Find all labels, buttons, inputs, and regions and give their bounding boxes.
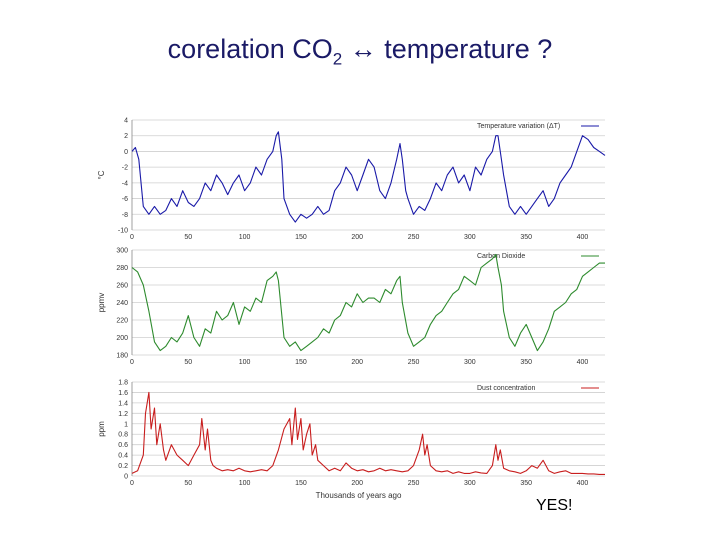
x-tick-label: 400 — [577, 359, 589, 366]
x-tick-label: 0 — [130, 359, 134, 366]
yes-note: YES! — [536, 497, 573, 514]
y-tick-label: 0.8 — [118, 432, 128, 439]
x-tick-label: 100 — [239, 480, 251, 487]
y-tick-label: 1.6 — [118, 390, 128, 397]
vostok-ice-core-figure: 420-2-4-6-8-100 50 100 150 200 250 300 350 400°C… — [97, 118, 606, 500]
y-tick-label: 2 — [124, 133, 128, 140]
y-tick-label: 0.2 — [118, 463, 128, 470]
y-tick-label: 300 — [116, 248, 128, 255]
y-tick-label: 0.6 — [118, 442, 128, 449]
x-tick-label: 150 — [295, 359, 307, 366]
series-line — [131, 131, 606, 223]
y-tick-label: 0 — [124, 474, 128, 481]
title-relation: ↔ temperature ? — [342, 34, 553, 64]
y-tick-label: 200 — [116, 335, 128, 342]
x-tick-label: 200 — [351, 480, 363, 487]
x-tick-label: 350 — [520, 234, 532, 241]
x-tick-label: 50 — [184, 480, 192, 487]
x-tick-label: 250 — [408, 234, 420, 241]
x-axis-label: Thousands of years ago — [316, 491, 402, 500]
y-tick-label: 0.4 — [118, 453, 128, 460]
title-main: corelation CO — [167, 34, 333, 64]
x-tick-label: 50 — [184, 234, 192, 241]
temperature-panel: 420-2-4-6-8-100 50 100 150 200 250 300 350 400°C… — [97, 118, 606, 241]
x-tick-label: 150 — [295, 480, 307, 487]
y-tick-label: 220 — [116, 318, 128, 325]
y-tick-label: 1.2 — [118, 411, 128, 418]
x-tick-label: 300 — [464, 359, 476, 366]
y-tick-label: 0 — [124, 149, 128, 156]
y-tick-label: 1.4 — [118, 400, 128, 407]
legend-label: Carbon Dioxide — [477, 253, 525, 260]
y-tick-label: 280 — [116, 265, 128, 272]
legend-label: Temperature variation (ΔT) — [477, 123, 560, 130]
legend-label: Dust concentration — [477, 385, 535, 392]
x-tick-label: 50 — [184, 359, 192, 366]
x-tick-label: 100 — [239, 234, 251, 241]
y-tick-label: 1.8 — [118, 380, 128, 387]
x-tick-label: 400 — [577, 234, 589, 241]
x-tick-label: 100 — [239, 359, 251, 366]
y-tick-label: -4 — [122, 180, 128, 187]
y-tick-label: -6 — [122, 196, 128, 203]
x-tick-label: 350 — [520, 480, 532, 487]
x-tick-label: 350 — [520, 359, 532, 366]
x-tick-label: 200 — [351, 234, 363, 241]
slide-title: corelation CO2 ↔ temperature ? — [0, 34, 720, 69]
dust-panel: 1.8 1.6 1.4 1.2 1 0.8 0.6 0.4 0.2 00 50 100 150 200 25… — [97, 380, 605, 500]
y-tick-label: 1 — [124, 421, 128, 428]
y-tick-label: -2 — [122, 165, 128, 172]
y-axis-label: ppm — [97, 421, 106, 437]
y-tick-label: 4 — [124, 118, 128, 125]
x-tick-label: 150 — [295, 234, 307, 241]
x-tick-label: 300 — [464, 480, 476, 487]
y-tick-label: -8 — [122, 212, 128, 219]
y-tick-label: 180 — [116, 353, 128, 360]
x-tick-label: 0 — [130, 480, 134, 487]
y-axis-label: ppmv — [97, 293, 106, 313]
y-axis-label: °C — [97, 170, 106, 179]
x-tick-label: 300 — [464, 234, 476, 241]
series-line — [131, 391, 605, 475]
x-tick-label: 400 — [577, 480, 589, 487]
x-tick-label: 200 — [351, 359, 363, 366]
x-tick-label: 250 — [408, 480, 420, 487]
title-subscript: 2 — [332, 49, 343, 69]
series-line — [131, 253, 605, 352]
y-tick-label: 240 — [116, 300, 128, 307]
y-tick-label: -10 — [118, 228, 128, 235]
x-tick-label: 0 — [130, 234, 134, 241]
x-tick-label: 250 — [408, 359, 420, 366]
y-tick-label: 260 — [116, 283, 128, 290]
